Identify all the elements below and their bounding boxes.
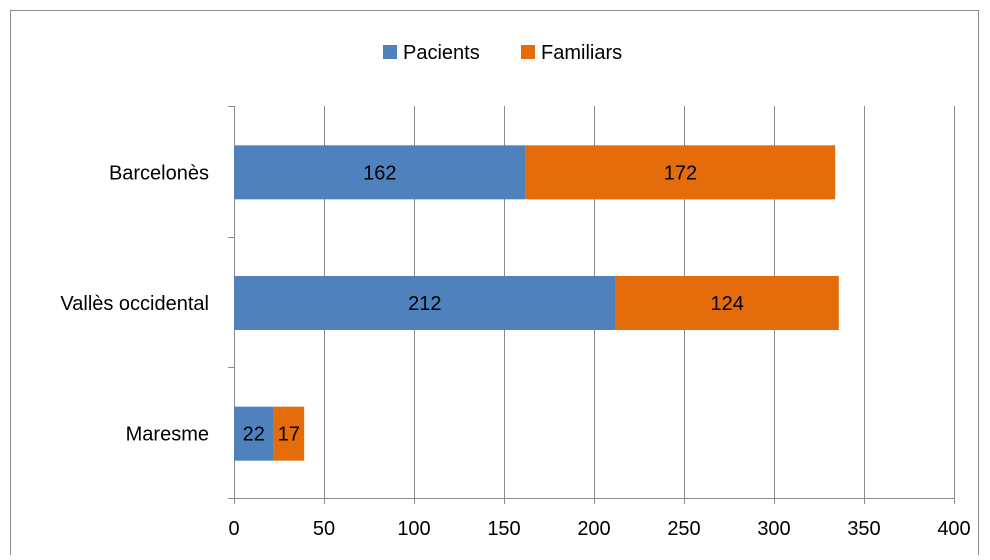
data-label-familiars-maresme: 17 <box>278 424 300 446</box>
legend-label-familiars: Familiars <box>541 42 622 64</box>
legend-swatch-pacients <box>383 45 397 59</box>
category-label-maresme: Maresme <box>126 424 209 446</box>
data-label-pacients-maresme: 22 <box>243 424 265 446</box>
legend-label-pacients: Pacients <box>403 42 480 64</box>
x-tick-label-250: 250 <box>667 518 700 540</box>
x-tick-label-300: 300 <box>757 518 790 540</box>
data-label-pacients-barcelones: 162 <box>363 162 396 184</box>
legend-swatch-familiars <box>521 45 535 59</box>
x-tick-label-200: 200 <box>577 518 610 540</box>
x-tick-label-50: 50 <box>313 518 335 540</box>
data-label-pacients-valles-occidental: 212 <box>408 293 441 315</box>
category-label-valles-occidental: Vallès occidental <box>60 293 209 315</box>
x-tick-label-150: 150 <box>487 518 520 540</box>
data-label-familiars-valles-occidental: 124 <box>711 293 744 315</box>
x-tick-label-400: 400 <box>937 518 970 540</box>
x-tick-label-350: 350 <box>847 518 880 540</box>
x-tick-label-0: 0 <box>228 518 239 540</box>
data-label-familiars-barcelones: 172 <box>664 162 697 184</box>
category-label-barcelones: Barcelonès <box>109 162 209 184</box>
x-tick-label-100: 100 <box>397 518 430 540</box>
